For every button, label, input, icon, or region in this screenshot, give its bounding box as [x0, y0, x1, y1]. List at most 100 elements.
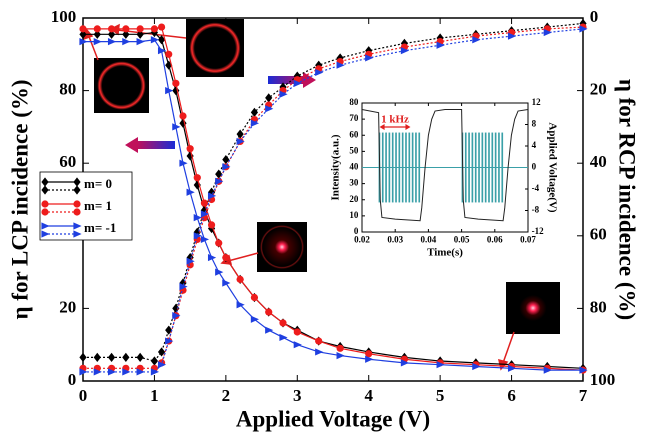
- marker: [265, 105, 274, 113]
- y2-tick-label: 12: [532, 97, 542, 107]
- legend-label: m= 0: [84, 176, 112, 191]
- voltage-pulse: [388, 132, 391, 203]
- x-tick-label: 7: [579, 386, 588, 405]
- marker: [122, 25, 130, 33]
- voltage-pulse: [471, 132, 474, 203]
- marker: [236, 275, 244, 283]
- marker: [436, 33, 444, 43]
- marker: [336, 344, 344, 352]
- marker: [579, 25, 588, 33]
- marker: [165, 337, 174, 345]
- marker: [107, 37, 117, 46]
- intensity-line: [361, 108, 529, 222]
- y2-tick-label: 0: [532, 162, 537, 172]
- beam-images: [94, 19, 560, 334]
- marker: [200, 210, 210, 218]
- y-tick-label: 70: [349, 113, 359, 123]
- marker: [236, 137, 245, 146]
- marker: [222, 154, 230, 165]
- y-axis-title: Intensity(a.u.): [330, 134, 342, 200]
- marker: [336, 61, 345, 69]
- marker: [293, 328, 301, 336]
- marker: [79, 25, 87, 33]
- marker: [193, 174, 201, 182]
- y-tick-label: 100: [51, 7, 77, 26]
- x-tick-label: 3: [293, 386, 302, 405]
- marker: [107, 352, 116, 363]
- voltage-pulse: [408, 132, 411, 203]
- voltage-pulse: [488, 132, 490, 203]
- legend-label: m= 1: [84, 198, 112, 213]
- marker: [222, 253, 230, 262]
- marker: [250, 107, 259, 117]
- y-tick-label: 20: [59, 297, 76, 316]
- voltage-pulse: [468, 132, 470, 203]
- marker: [193, 232, 202, 240]
- marker: [186, 257, 195, 265]
- marker: [265, 326, 274, 334]
- y-tick-label: 30: [349, 178, 359, 188]
- marker: [365, 54, 374, 62]
- marker: [107, 29, 116, 39]
- marker: [215, 268, 224, 276]
- y-tick-label: 0: [354, 226, 359, 236]
- x-axis-title: Time(s): [427, 246, 463, 258]
- marker: [186, 252, 194, 263]
- marker: [186, 188, 195, 196]
- marker: [122, 29, 130, 39]
- voltage-pulse: [398, 132, 401, 203]
- marker: [93, 25, 101, 33]
- x-tick-label: 0.03: [387, 235, 403, 245]
- y2-tick-label: 0: [590, 7, 599, 26]
- ring-image: [186, 19, 244, 77]
- marker: [215, 239, 223, 247]
- marker: [336, 53, 344, 63]
- marker: [222, 279, 231, 287]
- marker: [315, 337, 323, 345]
- marker: [41, 185, 49, 195]
- y-tick-label: 50: [349, 145, 359, 155]
- voltage-pulse: [405, 132, 407, 203]
- y2-tick-label: 8: [532, 119, 537, 129]
- arrow: [227, 252, 259, 262]
- x-tick-label: 0.02: [354, 235, 370, 245]
- marker: [150, 25, 159, 33]
- marker: [73, 230, 82, 238]
- marker: [136, 29, 144, 39]
- y-tick-label: 80: [349, 97, 359, 107]
- arrow: [87, 33, 99, 61]
- y2-tick-label: 80: [590, 297, 607, 316]
- marker: [186, 145, 194, 153]
- y-axis-title: η for LCP incidence (%): [7, 79, 32, 319]
- marker: [215, 177, 224, 185]
- y-tick-label: 10: [349, 210, 359, 220]
- marker: [293, 341, 302, 349]
- marker: [165, 50, 173, 58]
- marker: [41, 230, 50, 238]
- marker: [165, 60, 173, 70]
- x-tick-label: 6: [507, 386, 516, 405]
- voltage-pulse: [401, 132, 404, 203]
- marker: [73, 177, 81, 187]
- marker: [136, 25, 144, 33]
- marker: [150, 356, 159, 366]
- y-tick-label: 60: [59, 152, 76, 171]
- marker: [472, 36, 481, 44]
- marker: [265, 308, 273, 316]
- marker: [172, 303, 180, 313]
- marker: [543, 366, 552, 374]
- x-tick-label: 0.07: [520, 235, 536, 245]
- marker: [107, 25, 116, 33]
- y2-tick-label: 4: [532, 140, 537, 150]
- marker: [73, 200, 81, 208]
- y2-tick-label: -4: [532, 183, 540, 193]
- spot-image: [506, 282, 560, 334]
- marker: [172, 123, 181, 131]
- legend: m= 0 m= 1 m= -1: [39, 171, 133, 241]
- marker: [315, 348, 324, 356]
- marker: [400, 359, 410, 367]
- marker: [172, 79, 180, 87]
- x-tick-label: 0.05: [454, 235, 470, 245]
